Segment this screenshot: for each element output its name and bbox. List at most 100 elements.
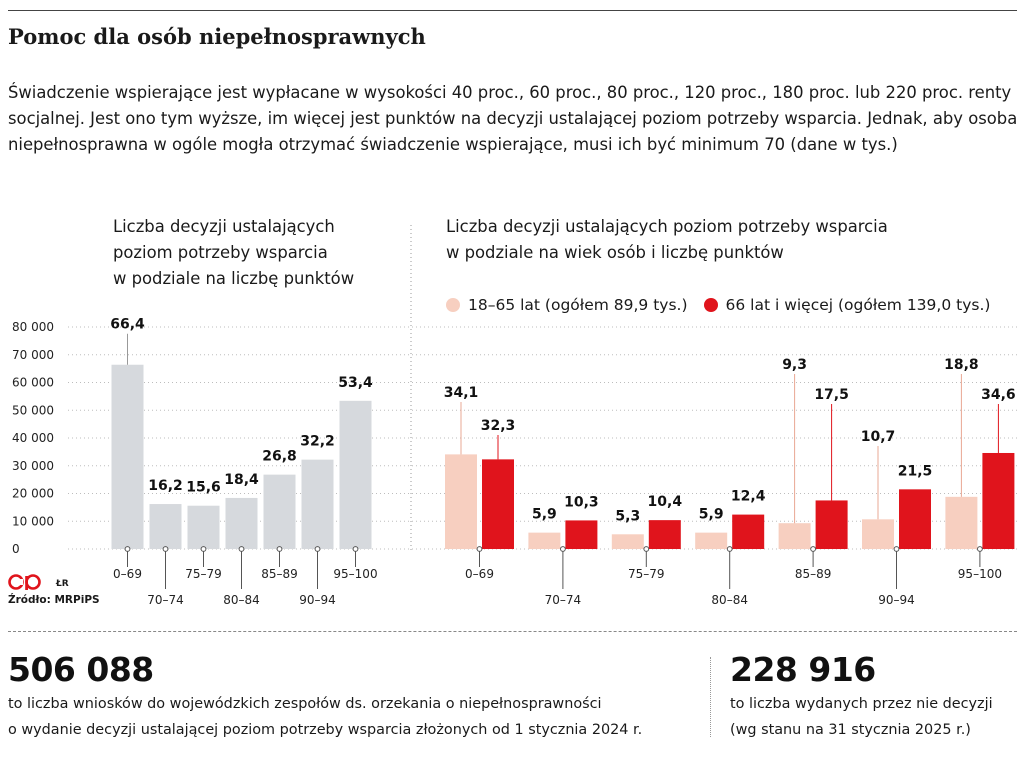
data-label: 32,3 <box>481 418 516 434</box>
left-tick-dot <box>276 546 283 552</box>
left-tick-dot <box>352 546 359 552</box>
right-category-label: 0–69 <box>465 567 494 581</box>
data-label: 10,3 <box>564 494 599 510</box>
data-label: 5,9 <box>532 507 557 523</box>
data-label: 16,2 <box>148 478 183 494</box>
data-label: 10,4 <box>648 494 683 510</box>
top-rule <box>8 10 1017 11</box>
stat-text-line: (wg stanu na 31 stycznia 2025 r.) <box>730 722 971 738</box>
bar-18-65 <box>945 496 978 549</box>
page-title: Pomoc dla osób niepełnosprawnych <box>8 24 426 49</box>
stat-text-decisions: to liczba wydanych przez nie decyzji (wg… <box>730 691 993 743</box>
bar-66-plus <box>899 489 931 549</box>
data-label: 10,7 <box>861 429 896 445</box>
y-tick-label: 0 <box>12 542 20 556</box>
legend-dot-light-icon <box>446 298 460 312</box>
y-tick-label: 50 000 <box>12 403 54 417</box>
left-category-label: 70–74 <box>147 593 184 607</box>
y-tick-label: 80 000 <box>12 320 54 334</box>
left-category-label: 90–94 <box>299 593 336 607</box>
legend-dot-red-icon <box>703 298 718 312</box>
logo-credit: ŁR <box>56 579 69 589</box>
bottom-rule <box>8 631 1017 632</box>
data-label: 53,4 <box>338 375 373 391</box>
right-category-label: 70–74 <box>545 593 582 607</box>
stat-text-applications: to liczba wniosków do wojewódzkich zespo… <box>8 691 642 743</box>
data-label: 21,5 <box>898 463 933 479</box>
source-note: Źródło: MRPiPS <box>8 594 100 606</box>
left-panel-title-line: Liczba decyzji ustalających <box>113 217 335 236</box>
bar <box>149 504 182 549</box>
legend-label: 66 lat i więcej (ogółem 139,0 tys.) <box>725 296 991 314</box>
bar-18-65 <box>528 532 561 549</box>
bar <box>339 400 372 549</box>
left-category-label: 75–79 <box>185 567 222 581</box>
left-tick-dot <box>162 546 169 552</box>
bar <box>225 497 258 549</box>
stat-text-line: to liczba wydanych przez nie decyzji <box>730 696 993 712</box>
right-panel-title: Liczba decyzji ustalających poziom potrz… <box>446 214 888 266</box>
bar-18-65 <box>862 519 894 549</box>
y-tick-label: 20 000 <box>12 487 54 501</box>
stat-text-line: to liczba wniosków do wojewódzkich zespo… <box>8 696 602 712</box>
bar-66-plus <box>732 514 765 549</box>
right-tick-dot <box>893 546 900 552</box>
publisher-logo: ŁR <box>8 574 69 590</box>
data-label: 9,3 <box>782 357 807 373</box>
left-category-label: 80–84 <box>223 593 260 607</box>
stat-text-line: o wydanie decyzji ustalającej poziom pot… <box>8 722 643 738</box>
data-label: 17,5 <box>814 387 849 403</box>
left-category-label: 95–100 <box>333 567 377 581</box>
y-tick-label: 10 000 <box>12 514 54 528</box>
bar-66-plus <box>648 520 681 549</box>
data-label: 5,9 <box>699 507 724 523</box>
data-label: 32,2 <box>300 434 335 450</box>
y-tick-label: 60 000 <box>12 376 54 390</box>
right-category-label: 80–84 <box>711 593 748 607</box>
bar-18-65 <box>445 454 477 549</box>
right-tick-dot <box>810 546 816 552</box>
left-panel-title-line: poziom potrzeby wsparcia <box>113 243 328 262</box>
gp-logo-icon <box>8 574 41 590</box>
right-category-label: 85–89 <box>795 567 832 581</box>
bar-66-plus <box>565 520 598 549</box>
y-tick-label: 30 000 <box>12 459 54 473</box>
bar-66-plus <box>815 500 848 549</box>
left-tick-dot <box>200 546 207 552</box>
right-tick-dot <box>643 546 650 552</box>
right-tick-dot <box>726 546 733 552</box>
right-tick-dot <box>977 546 983 552</box>
left-category-label: 0–69 <box>113 567 142 581</box>
data-label: 66,4 <box>110 317 145 333</box>
chart-legend: 18–65 lat (ogółem 89,9 tys.) 66 lat i wi… <box>446 296 1006 314</box>
y-tick-label: 40 000 <box>12 431 54 445</box>
bar <box>263 474 296 549</box>
right-tick-dot <box>560 546 566 552</box>
y-tick-label: 70 000 <box>12 348 54 362</box>
bar-66-plus <box>482 459 514 549</box>
bar-18-65 <box>611 534 644 549</box>
right-category-label: 90–94 <box>878 593 915 607</box>
left-tick-dot <box>314 546 321 552</box>
data-label: 26,8 <box>262 449 297 465</box>
data-label: 34,1 <box>444 385 479 401</box>
legend-item-66-plus: 66 lat i więcej (ogółem 139,0 tys.) <box>703 296 991 314</box>
bar <box>187 505 220 549</box>
stat-number-decisions: 228 916 <box>730 650 876 689</box>
right-panel-title-line: w podziale na wiek osób i liczbę punktów <box>446 243 784 262</box>
left-panel-title: Liczba decyzji ustalających poziom potrz… <box>113 214 354 292</box>
data-label: 5,3 <box>615 508 640 524</box>
bar-66-plus <box>982 452 1015 549</box>
bar-18-65 <box>695 532 728 549</box>
right-tick-dot <box>476 546 483 552</box>
description: Świadczenie wspierające jest wypłacane w… <box>8 83 1018 154</box>
data-label: 12,4 <box>731 489 766 505</box>
bar-18-65 <box>778 523 811 549</box>
data-label: 34,6 <box>981 387 1016 403</box>
left-category-label: 85–89 <box>261 567 298 581</box>
stat-number-applications: 506 088 <box>8 650 154 689</box>
right-panel-title-line: Liczba decyzji ustalających poziom potrz… <box>446 217 888 236</box>
left-tick-dot <box>238 546 245 552</box>
left-panel-title-line: w podziale na liczbę punktów <box>113 269 355 288</box>
bar <box>111 364 144 549</box>
